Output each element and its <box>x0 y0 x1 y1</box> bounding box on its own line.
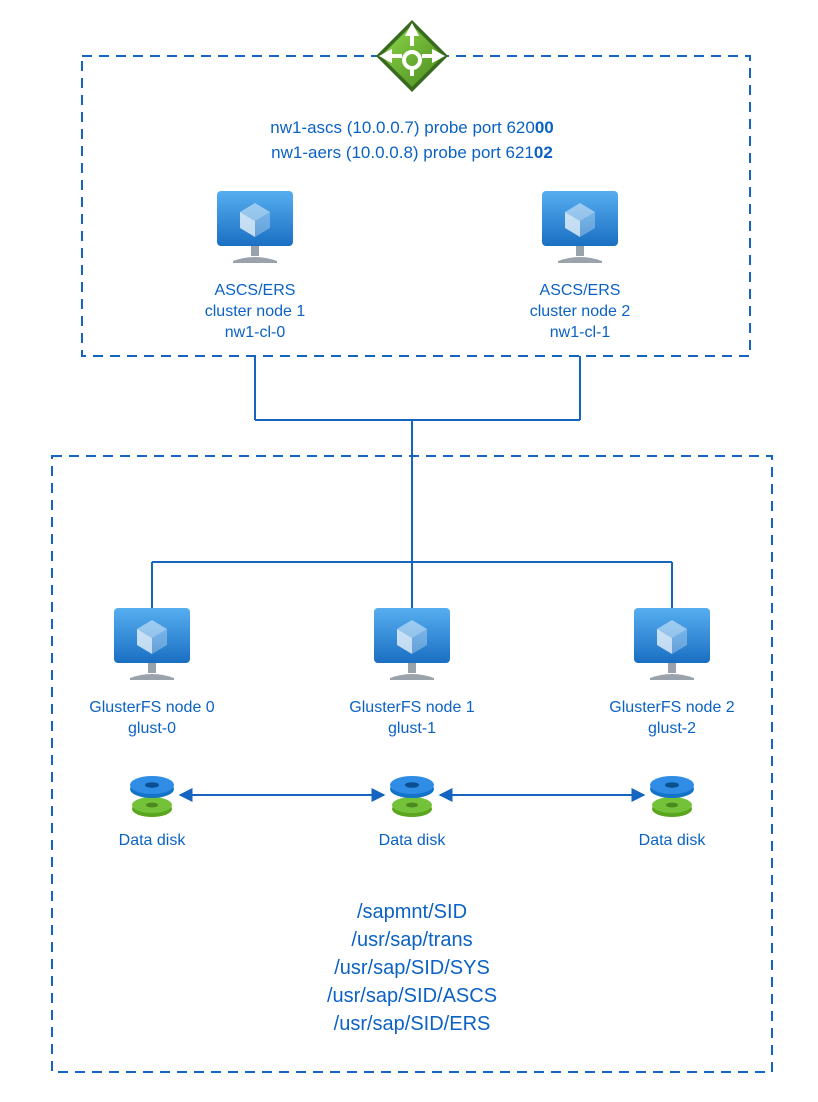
gluster-vm-1-l1: GlusterFS node 1 <box>349 699 475 716</box>
mount-path-2: /usr/sap/SID/SYS <box>334 957 490 979</box>
lb-line-2: nw1-aers (10.0.0.8) probe port 62102 <box>271 143 553 162</box>
gluster-vm-0 <box>114 608 190 680</box>
disk-0-label: Data disk <box>119 832 187 849</box>
gluster-vm-0-l2: glust-0 <box>128 720 176 737</box>
disk-0 <box>130 776 174 817</box>
gluster-vm-0-l1: GlusterFS node 0 <box>89 699 215 716</box>
gluster-vm-2 <box>634 608 710 680</box>
load-balancer-icon <box>376 20 448 92</box>
lb-line-1a: nw1-ascs (10.0.0.7) probe port 620 <box>270 118 535 137</box>
lb-line-2a: nw1-aers (10.0.0.8) probe port 621 <box>271 143 534 162</box>
cluster-vm-0-l2: cluster node 1 <box>205 303 306 320</box>
disk-2 <box>650 776 694 817</box>
gluster-vm-1-l2: glust-1 <box>388 720 436 737</box>
gluster-vm-1 <box>374 608 450 680</box>
cluster-vm-1-l1: ASCS/ERS <box>540 282 621 299</box>
gluster-vm-2-l2: glust-2 <box>648 720 696 737</box>
lb-line-1b: 00 <box>535 118 554 137</box>
mount-path-0: /sapmnt/SID <box>357 901 467 923</box>
lb-line-1: nw1-ascs (10.0.0.7) probe port 62000 <box>270 118 554 137</box>
disk-1 <box>390 776 434 817</box>
mount-path-4: /usr/sap/SID/ERS <box>334 1013 491 1035</box>
gluster-vm-2-l1: GlusterFS node 2 <box>609 699 735 716</box>
cluster-vm-0-l1: ASCS/ERS <box>215 282 296 299</box>
disk-2-label: Data disk <box>639 832 707 849</box>
mount-path-3: /usr/sap/SID/ASCS <box>327 985 497 1007</box>
cluster-vm-0 <box>217 191 293 263</box>
architecture-diagram: nw1-ascs (10.0.0.7) probe port 62000nw1-… <box>0 0 818 1102</box>
lb-line-2b: 02 <box>534 143 553 162</box>
cluster-vm-1-l2: cluster node 2 <box>530 303 631 320</box>
mount-path-1: /usr/sap/trans <box>351 929 472 951</box>
cluster-vm-1 <box>542 191 618 263</box>
cluster-box <box>82 56 750 356</box>
disk-1-label: Data disk <box>379 832 447 849</box>
cluster-vm-0-l3: nw1-cl-0 <box>225 324 286 341</box>
cluster-vm-1-l3: nw1-cl-1 <box>550 324 611 341</box>
